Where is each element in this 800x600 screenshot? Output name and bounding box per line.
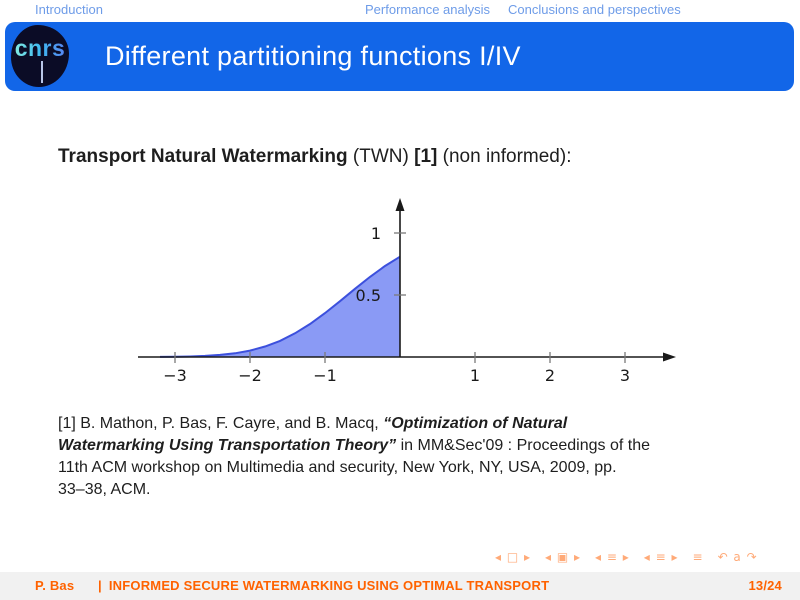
heading-regular-text: (TWN) bbox=[347, 146, 415, 167]
svg-text:2: 2 bbox=[545, 366, 555, 385]
footer-title-group: | INFORMED SECURE WATERMARKING USING OPTI… bbox=[98, 578, 549, 593]
svg-text:1: 1 bbox=[470, 366, 480, 385]
svg-text:−2: −2 bbox=[238, 366, 262, 385]
partition-function-plot: −3 −2 −1 1 2 3 0.5 1 bbox=[138, 198, 676, 385]
heading-citation-ref: [1] bbox=[414, 146, 438, 167]
frame-title-bar: cnrs Different partitioning functions I/… bbox=[5, 22, 794, 91]
heading-regular-text-2: (non informed): bbox=[437, 146, 572, 167]
frame-title: Different partitioning functions I/IV bbox=[105, 41, 521, 71]
svg-text:3: 3 bbox=[620, 366, 630, 385]
cnrs-logo-tail bbox=[41, 61, 43, 83]
slide-nav-icon[interactable]: ◂ □ ▸ bbox=[495, 550, 532, 564]
footer-separator: | bbox=[98, 578, 102, 593]
back-search-forward-icon[interactable]: ↶ a ↷ bbox=[717, 550, 758, 564]
cnrs-logo: cnrs bbox=[11, 25, 69, 87]
svg-text:0.5: 0.5 bbox=[356, 286, 381, 305]
footer-presentation-title: INFORMED SECURE WATERMARKING USING OPTIM… bbox=[108, 578, 550, 593]
top-nav-section-introduction[interactable]: Introduction bbox=[35, 2, 103, 17]
footer-author: P. Bas bbox=[35, 578, 75, 593]
footer-bar: P. Bas | INFORMED SECURE WATERMARKING USI… bbox=[0, 572, 800, 600]
frame-nav-icon[interactable]: ◂ ▣ ▸ bbox=[545, 550, 582, 564]
page-number: 13/24 bbox=[748, 578, 782, 593]
section-nav-icon[interactable]: ◂ ≡ ▸ bbox=[595, 550, 630, 564]
svg-text:−3: −3 bbox=[163, 366, 187, 385]
citation-line: 11th ACM workshop on Multimedia and secu… bbox=[58, 459, 617, 476]
subsection-nav-icon[interactable]: ◂ ≡ ▸ bbox=[643, 550, 679, 564]
beamer-navigation-bar: ◂ □ ▸ ◂ ▣ ▸ ◂ ≡ ▸ ◂ ≡ ▸ ≡ ↶ a ↷ bbox=[495, 550, 758, 564]
citation-line: [1] B. Mathon, P. Bas, F. Cayre, and B. … bbox=[58, 415, 568, 432]
citation-line: Watermarking Using Transportation Theory… bbox=[58, 437, 650, 454]
svg-text:1: 1 bbox=[371, 224, 381, 243]
heading-bold-text: Transport Natural Watermarking bbox=[58, 146, 348, 167]
svg-text:−1: −1 bbox=[313, 366, 337, 385]
slide-heading: Transport Natural Watermarking (TWN) [1]… bbox=[58, 146, 571, 168]
top-nav-section-conclusions[interactable]: Conclusions and perspectives bbox=[508, 2, 681, 17]
top-nav-section-performance-analysis[interactable]: Performance analysis bbox=[365, 2, 490, 17]
bibliography-entry: [1] B. Mathon, P. Bas, F. Cayre, and B. … bbox=[58, 413, 650, 501]
appendix-nav-icon[interactable]: ≡ bbox=[692, 550, 704, 564]
cnrs-logo-text: cnrs bbox=[11, 35, 69, 62]
citation-line: 33–38, ACM. bbox=[58, 481, 151, 498]
